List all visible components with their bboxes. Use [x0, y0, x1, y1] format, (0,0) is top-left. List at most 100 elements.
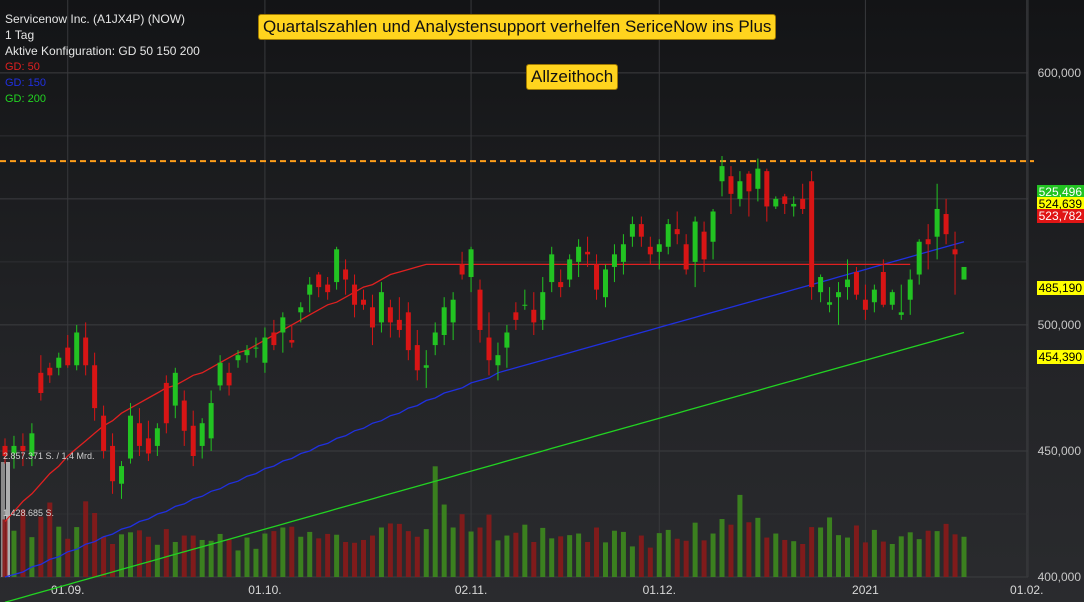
candle-body [611, 254, 617, 267]
candle-body [119, 466, 125, 484]
volume-bar [271, 531, 277, 577]
volume-bar [782, 539, 788, 577]
volume-bar [65, 538, 71, 577]
volume-bar [567, 535, 573, 577]
candle-body [531, 309, 537, 323]
candle-body [495, 355, 501, 366]
candle-body [316, 274, 322, 288]
volume-bar [602, 542, 608, 577]
candle-body [602, 269, 608, 298]
candle-body [620, 244, 626, 262]
candle-body [101, 415, 107, 451]
price-badge: 523,782 [1036, 209, 1084, 223]
volume-bar [432, 466, 438, 577]
legend-sma150: GD: 150 [5, 77, 46, 89]
candle-body [405, 312, 411, 351]
volume-bar [656, 533, 662, 577]
candle-body [253, 347, 259, 349]
candle-body [594, 264, 600, 290]
volume-bar [441, 504, 447, 577]
volume-bar [638, 535, 644, 577]
candle-body [127, 415, 133, 459]
ath-annotation: Allzeithoch [526, 64, 619, 90]
candle-body [773, 198, 779, 207]
volume-bar [585, 541, 591, 577]
volume-bar [862, 542, 868, 577]
candle-body [47, 367, 53, 376]
volume-bar [38, 516, 44, 577]
candle-body [656, 244, 662, 252]
volume-bar [405, 531, 411, 577]
volume-bar [235, 550, 241, 577]
volume-bar [477, 527, 483, 577]
volume-max-label: 2.857.371 S. / 1,4 Mrd. [3, 451, 95, 461]
volume-bar [387, 523, 393, 577]
volume-bar [773, 533, 779, 577]
volume-bar [47, 502, 53, 577]
y-tick-label: 450,000 [1038, 444, 1082, 458]
volume-bar [692, 522, 698, 577]
candle-body [145, 438, 151, 454]
volume-bar [818, 527, 824, 577]
volume-bar [172, 541, 178, 577]
candle-body [486, 337, 492, 361]
volume-bar [907, 532, 913, 577]
volume-bar [74, 527, 80, 577]
timeframe-label: 1 Tag [5, 28, 35, 42]
volume-bar [208, 540, 214, 577]
volume-bar [755, 517, 761, 577]
candle-body [871, 289, 877, 303]
candle-body [343, 269, 349, 280]
candle-body [674, 229, 680, 235]
volume-bar [737, 494, 743, 577]
price-badge: 524,639 [1036, 197, 1084, 211]
candle-body [2, 445, 8, 457]
volume-bar [226, 539, 232, 577]
candle-body [20, 445, 26, 451]
candle-body [271, 332, 277, 346]
candle-body [154, 428, 160, 446]
candle-body [728, 176, 734, 194]
volume-bar [898, 536, 904, 577]
volume-bar [719, 519, 725, 577]
candle-body [11, 445, 17, 454]
candle-body [755, 168, 761, 189]
candle-body [29, 433, 35, 457]
candle-body [576, 246, 582, 262]
candle-body [513, 312, 519, 320]
candle-body [136, 423, 142, 446]
candle-body [782, 196, 788, 204]
candle-body [567, 259, 573, 280]
candle-body [459, 264, 465, 275]
candle-body [450, 299, 456, 323]
volume-bar [468, 531, 474, 577]
volume-bar [916, 539, 922, 577]
candle-body [701, 231, 707, 260]
candle-body [880, 271, 886, 305]
candle-body [423, 365, 429, 368]
volume-bar [540, 527, 546, 577]
candle-body [827, 302, 833, 305]
volume-bar [827, 517, 833, 577]
volume-bar [423, 529, 429, 577]
volume-bar [836, 535, 842, 577]
volume-bar [83, 501, 89, 577]
candle-body [844, 279, 850, 288]
volume-bar [136, 530, 142, 577]
candle-body [638, 224, 644, 237]
volume-bar [549, 538, 555, 577]
candle-body [862, 299, 868, 310]
price-badge: 485,190 [1036, 281, 1084, 295]
volume-bar [29, 537, 35, 577]
legend-sma200: GD: 200 [5, 93, 46, 105]
volume-bar [459, 514, 465, 577]
volume-bar [378, 527, 384, 577]
headline-annotation: Quartalszahlen und Analystensupport verh… [258, 14, 777, 40]
candle-body [585, 251, 591, 255]
volume-bar [629, 546, 635, 577]
volume-bar [181, 535, 187, 577]
volume-bar [594, 527, 600, 577]
x-tick-label: 01.12. [643, 583, 676, 597]
volume-bar [880, 541, 886, 577]
